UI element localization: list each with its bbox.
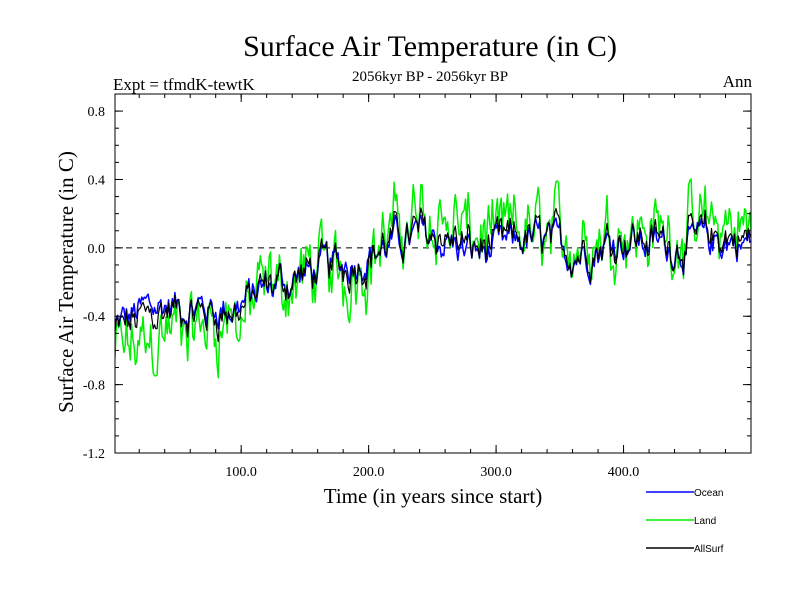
x-tick-label: 400.0 bbox=[608, 465, 640, 480]
experiment-label: Expt = tfmdK-tewtK bbox=[113, 75, 256, 94]
chart-title: Surface Air Temperature (in C) bbox=[243, 30, 617, 63]
series-line-ocean bbox=[115, 214, 751, 332]
y-tick-label: -0.4 bbox=[83, 310, 105, 325]
y-tick-label: -0.8 bbox=[83, 379, 105, 394]
legend-label-allsurf: AllSurf bbox=[694, 544, 724, 555]
series-line-allsurf bbox=[115, 207, 751, 343]
y-tick-label: 0.8 bbox=[88, 105, 106, 120]
y-tick-label: 0.4 bbox=[88, 173, 106, 188]
chart-subtitle: 2056kyr BP - 2056kyr BP bbox=[352, 69, 508, 85]
season-label: Ann bbox=[723, 72, 753, 91]
y-axis-label: Surface Air Temperature (in C) bbox=[54, 151, 78, 413]
x-axis-label: Time (in years since start) bbox=[324, 484, 543, 508]
plot-frame bbox=[114, 93, 752, 454]
x-tick-label: 300.0 bbox=[480, 465, 512, 480]
legend-label-land: Land bbox=[694, 516, 716, 527]
x-tick-label: 200.0 bbox=[353, 465, 385, 480]
legend-label-ocean: Ocean bbox=[694, 488, 723, 499]
x-tick-label: 100.0 bbox=[225, 465, 257, 480]
series-line-land bbox=[115, 178, 751, 379]
y-tick-label: -1.2 bbox=[83, 447, 105, 462]
y-tick-label: 0.0 bbox=[88, 242, 106, 257]
